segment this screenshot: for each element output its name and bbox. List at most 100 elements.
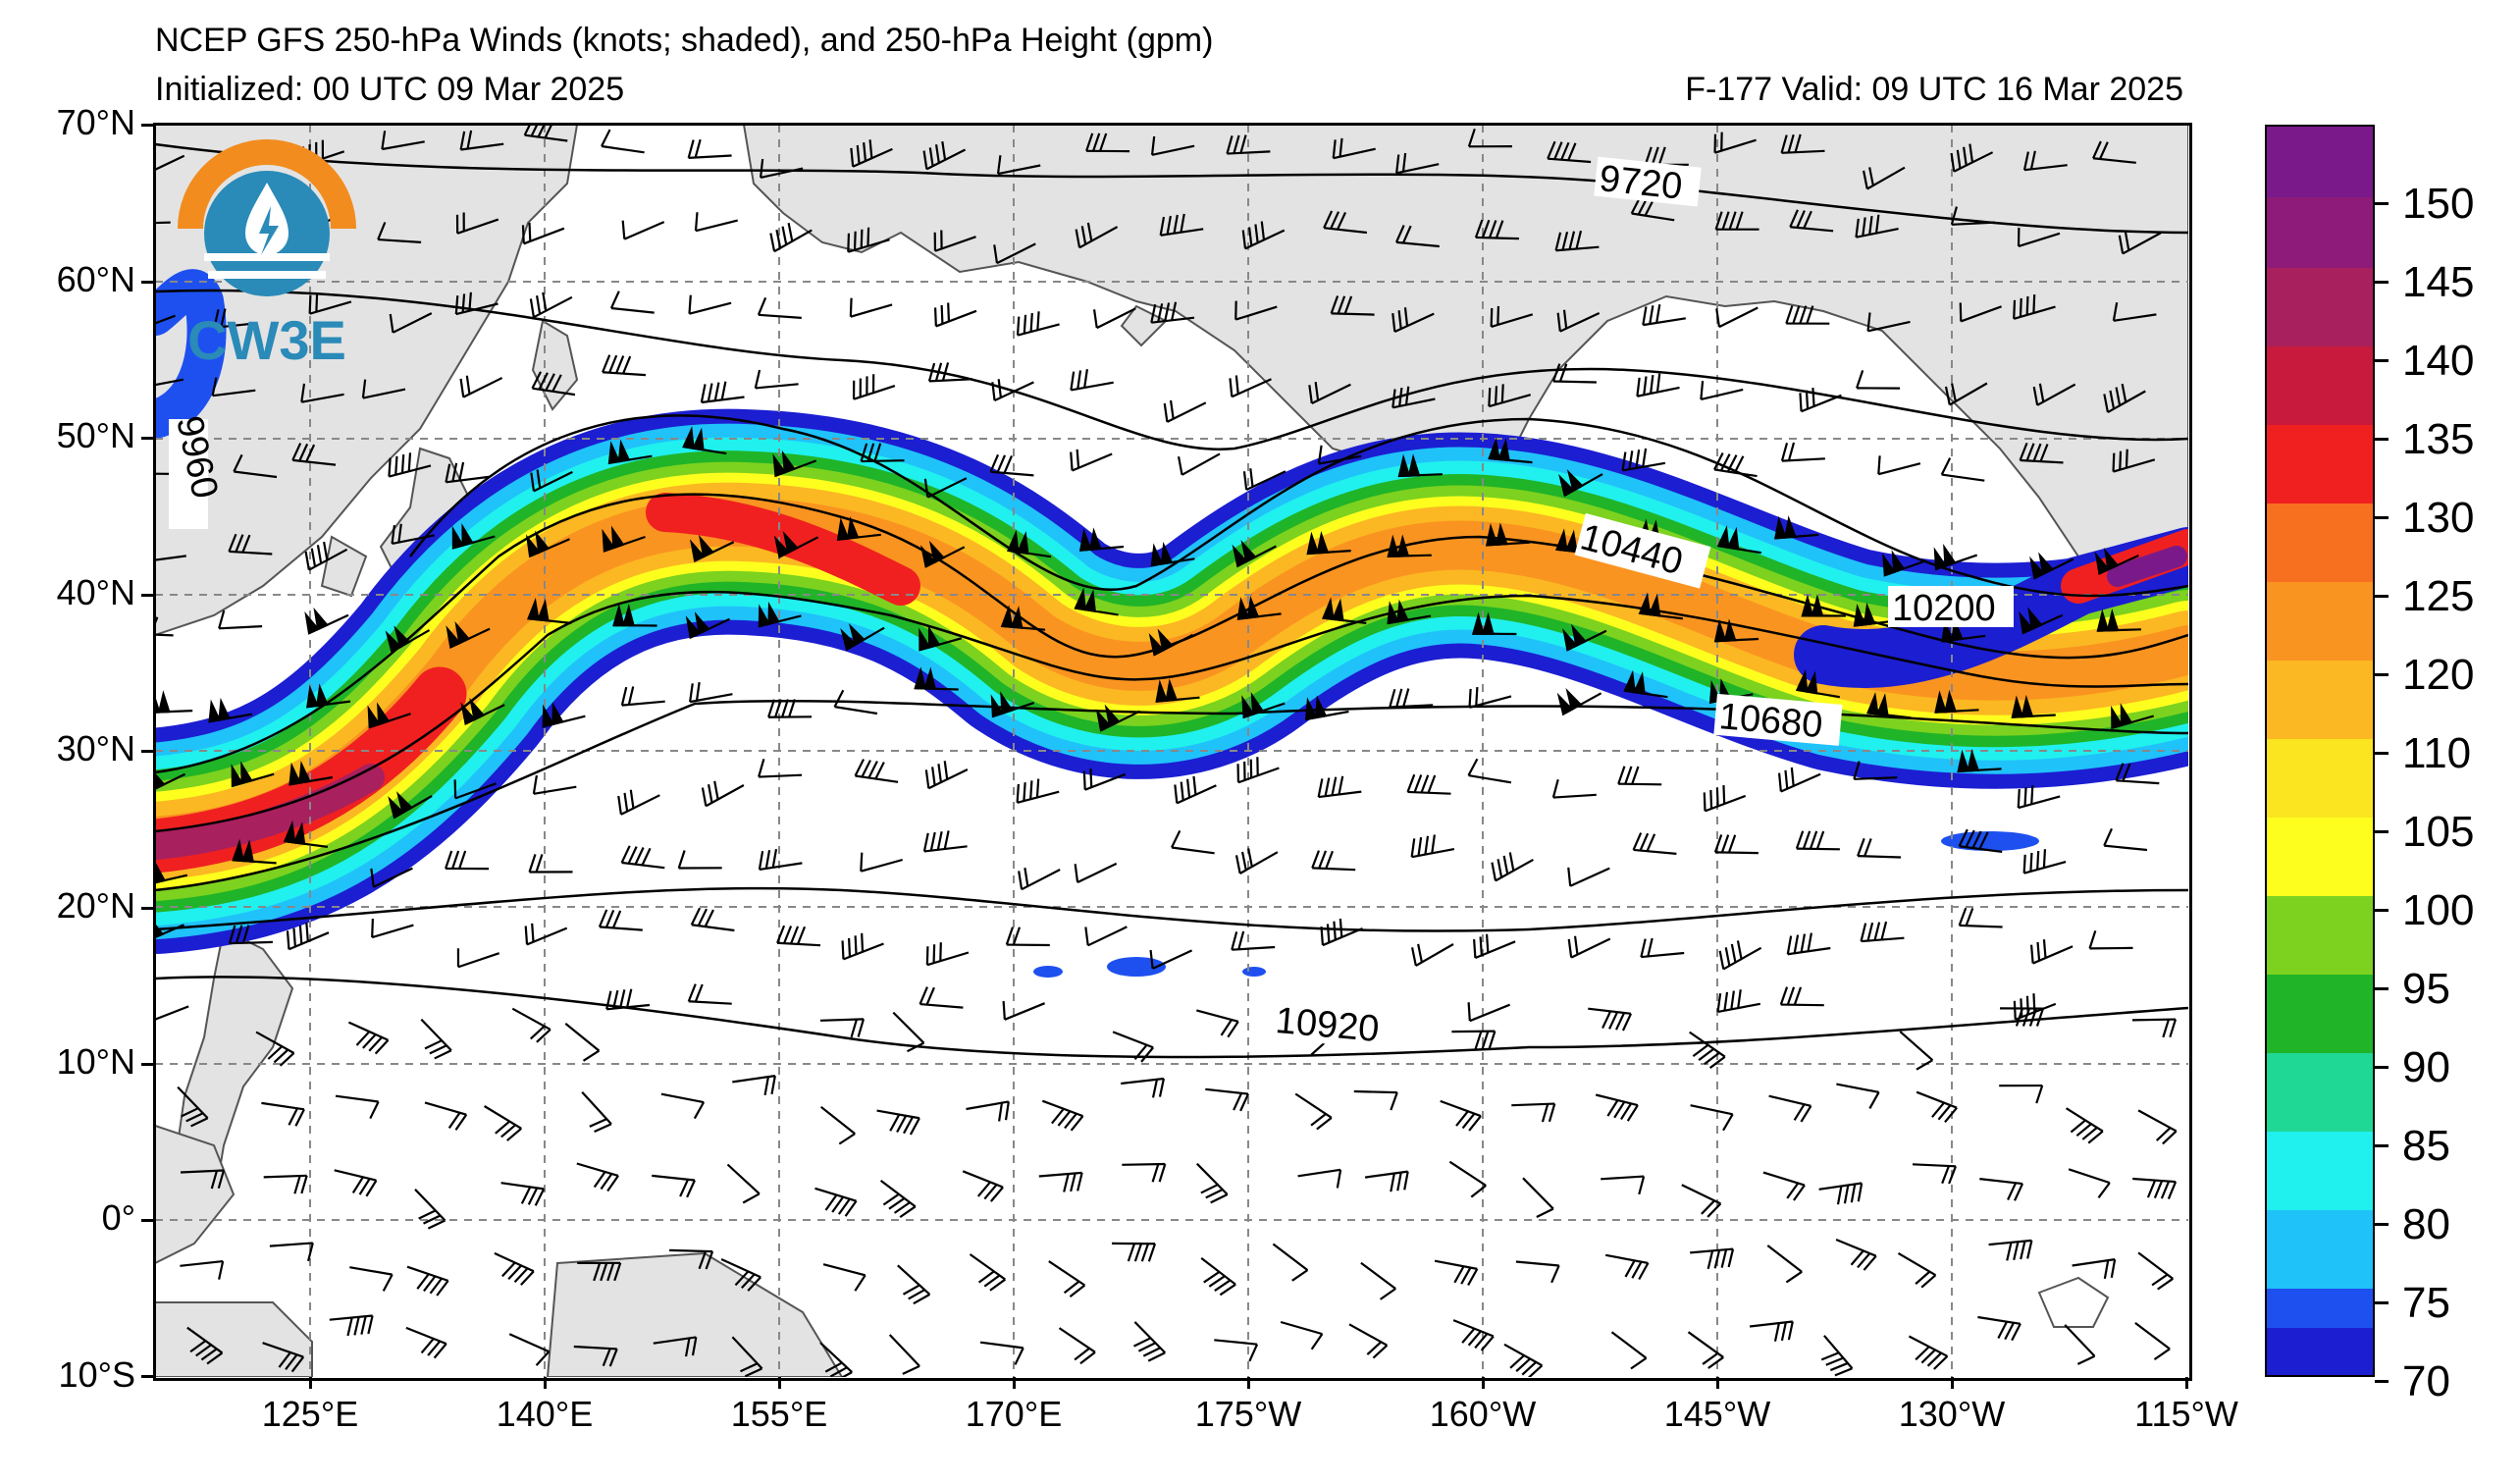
wind-barb xyxy=(1908,1335,1949,1370)
lat-label-70n: 70°N xyxy=(56,102,135,142)
lat-label-20n: 20°N xyxy=(56,885,135,926)
wind-barb xyxy=(1078,527,1125,552)
wind-barb xyxy=(2032,383,2076,406)
wind-barb xyxy=(1818,1182,1864,1205)
wind-barb xyxy=(2017,785,2061,810)
wind-barb xyxy=(1860,921,1905,943)
wind-barb xyxy=(617,789,660,816)
wind-barb xyxy=(155,314,176,333)
wind-barb xyxy=(701,780,745,808)
wind-barb xyxy=(406,1265,449,1297)
wind-barb xyxy=(1485,522,1531,547)
wind-barb xyxy=(767,699,813,718)
wind-barb xyxy=(652,1174,696,1198)
wind-barb xyxy=(1041,1099,1084,1132)
wind-barb xyxy=(1713,618,1759,643)
wind-barb xyxy=(1150,135,1195,156)
wind-barb xyxy=(228,925,273,945)
wind-barb xyxy=(391,523,435,546)
wind-barb xyxy=(1304,695,1349,721)
wind-barb xyxy=(991,379,1034,402)
wind-barb xyxy=(2131,1018,2178,1038)
wind-barb xyxy=(689,534,735,562)
wind-barb xyxy=(1234,300,1278,321)
wind-barb xyxy=(1950,206,1995,226)
lat-tick xyxy=(141,750,153,753)
wind-barb xyxy=(660,1092,706,1120)
lat-tick xyxy=(141,1063,153,1066)
wind-barb xyxy=(1074,862,1118,884)
wind-barb xyxy=(1468,687,1512,709)
wind-barb xyxy=(1522,1177,1554,1218)
wind-barb xyxy=(1084,926,1128,947)
colorbar-swatch xyxy=(2267,1328,2373,1375)
wind-barb xyxy=(993,242,1036,265)
wind-barb xyxy=(1074,587,1119,616)
colorbar-label: 150 xyxy=(2402,180,2475,228)
wind-barb xyxy=(989,453,1034,477)
wind-barb xyxy=(1236,595,1282,620)
wind-barb xyxy=(1111,1242,1157,1262)
wind-barb xyxy=(1789,209,1834,233)
colorbar-swatch xyxy=(2267,197,2373,268)
wind-barb xyxy=(424,1101,468,1131)
wind-barb xyxy=(1866,691,1912,719)
colorbar-tick xyxy=(2375,1301,2389,1304)
colorbar-label: 135 xyxy=(2402,415,2475,463)
wind-barb xyxy=(1196,1162,1229,1204)
wind-barb xyxy=(155,221,171,226)
wind-barb xyxy=(1200,1257,1236,1297)
lon-label-160w: 160°W xyxy=(1429,1394,1537,1434)
wind-barb xyxy=(1150,301,1195,324)
wind-barb xyxy=(1121,1077,1165,1098)
colorbar-swatch xyxy=(2267,1132,2373,1210)
wind-barb xyxy=(773,530,819,559)
wind-barb xyxy=(1835,1238,1877,1271)
wind-barb xyxy=(1070,449,1113,472)
wind-barb xyxy=(1092,307,1136,330)
wind-barb xyxy=(2096,609,2141,632)
wind-barb xyxy=(1681,1184,1722,1218)
wind-barb xyxy=(758,848,803,871)
wind-barb xyxy=(1148,628,1194,657)
wind-barb xyxy=(1353,1089,1398,1111)
wind-barb xyxy=(1391,386,1436,409)
wind-barb xyxy=(1877,455,1921,476)
lat-label-30n: 30°N xyxy=(56,728,135,768)
wind-barb xyxy=(620,845,665,870)
wind-barb xyxy=(1452,1319,1495,1351)
wind-barb xyxy=(1448,1160,1487,1198)
wind-barb xyxy=(1866,312,1911,333)
wind-barb xyxy=(1979,1178,2024,1201)
wind-barb xyxy=(1387,599,1432,625)
wind-barb xyxy=(2112,449,2156,473)
wind-barb xyxy=(2118,232,2162,255)
wind-barb xyxy=(1551,363,1597,384)
colorbar-tick xyxy=(2375,1066,2389,1069)
colorbar-label: 110 xyxy=(2402,729,2472,777)
wind-barb xyxy=(1132,1321,1167,1362)
wind-barb xyxy=(1556,687,1602,716)
wind-barb xyxy=(508,1333,551,1366)
wind-barb xyxy=(186,1326,224,1365)
wind-barb xyxy=(304,607,349,635)
wind-barb xyxy=(607,439,653,465)
wind-barb xyxy=(1082,768,1127,791)
wind-barb xyxy=(605,988,651,1011)
wind-barb xyxy=(927,362,972,383)
wind-barb xyxy=(459,130,504,151)
colorbar-label: 95 xyxy=(2402,965,2450,1013)
wind-barb xyxy=(920,540,966,568)
wind-barb xyxy=(1836,1083,1880,1109)
wind-barb xyxy=(1332,137,1376,160)
wind-barb xyxy=(962,1170,1004,1202)
wind-barb xyxy=(1853,602,1898,627)
wind-barb xyxy=(1857,837,1902,859)
wind-barb xyxy=(2132,1177,2178,1200)
wind-barb xyxy=(1394,225,1440,248)
wind-barb xyxy=(1700,380,1744,401)
wind-barb xyxy=(1567,935,1611,959)
wind-barb xyxy=(211,377,256,397)
wind-barb xyxy=(1491,852,1534,882)
wind-barb xyxy=(1434,1259,1479,1286)
